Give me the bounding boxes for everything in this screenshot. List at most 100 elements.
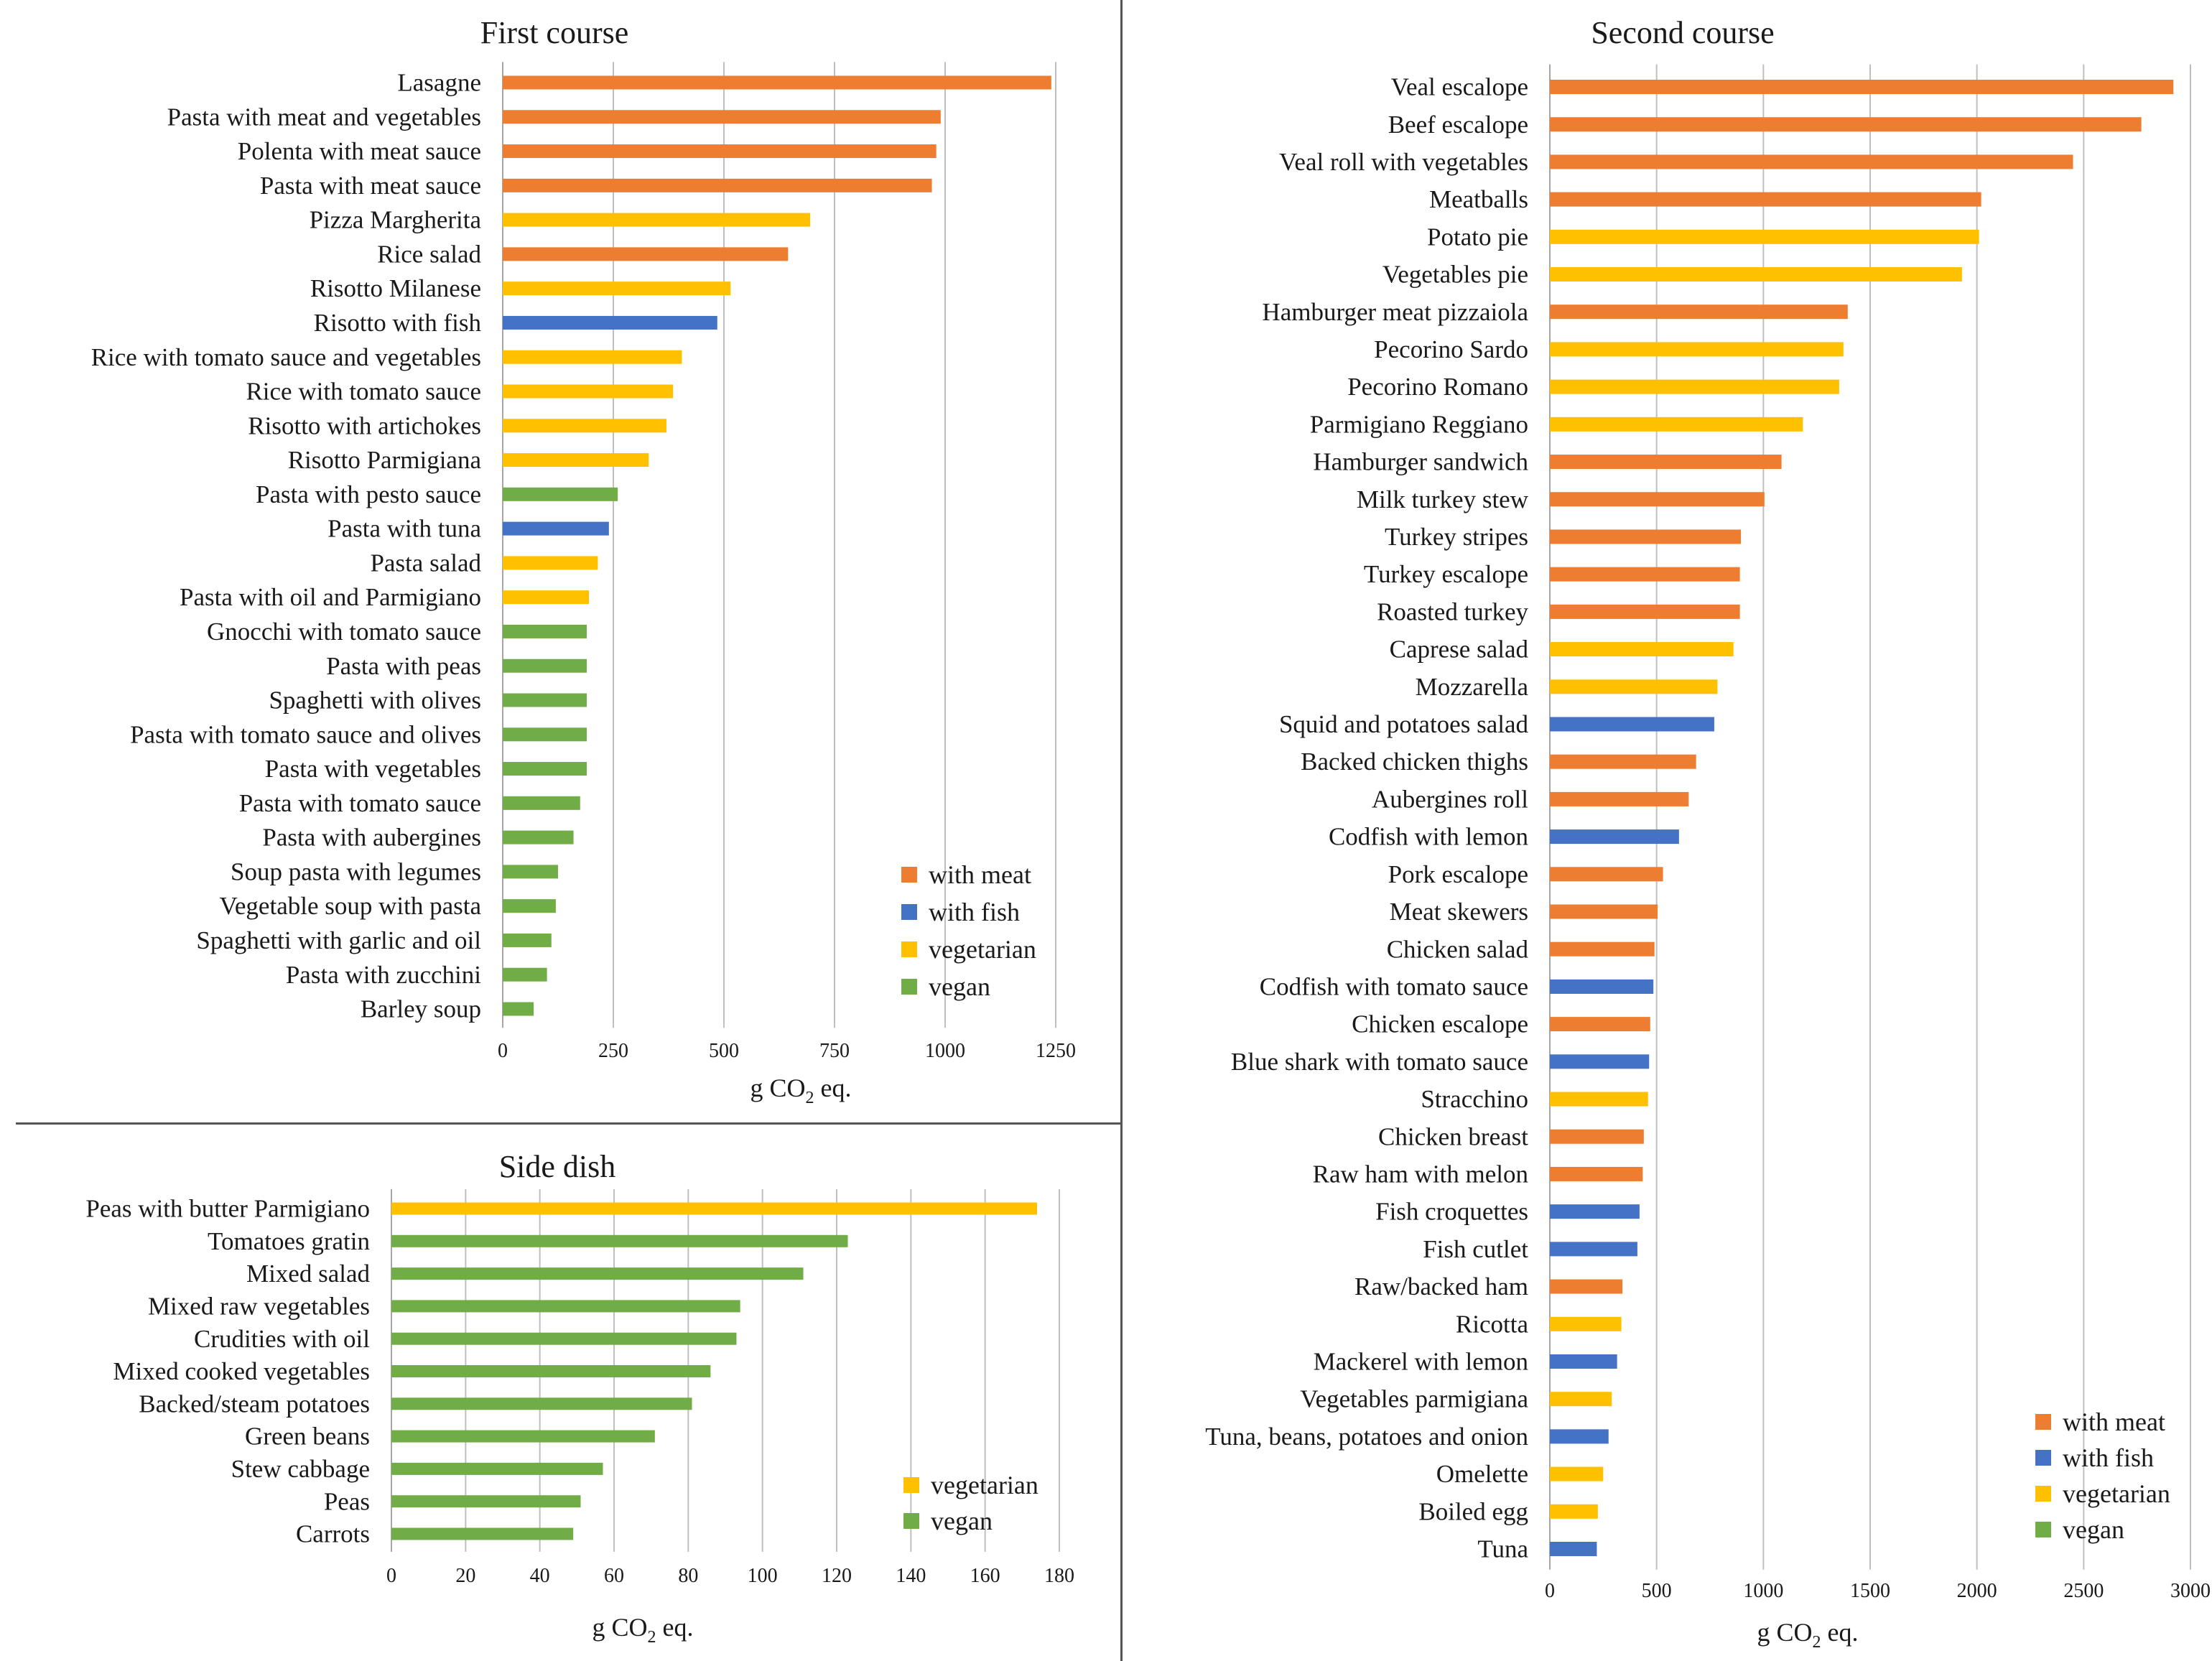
first-x-tick-label: 750 xyxy=(819,1040,850,1062)
first-bar xyxy=(503,384,674,399)
second-legend-label: vegetarian xyxy=(2063,1479,2170,1508)
second-x-axis-label: g CO2 eq. xyxy=(1757,1618,1859,1652)
vertical-divider xyxy=(1120,0,1123,1661)
second-category-label: Vegetables parmigiana xyxy=(1300,1385,1528,1413)
second-bar xyxy=(1550,529,1742,544)
second-category-label: Pork escalope xyxy=(1388,860,1528,888)
second-category-label: Raw ham with melon xyxy=(1313,1160,1528,1188)
side-bar xyxy=(391,1430,655,1443)
second-bar xyxy=(1550,229,1979,244)
second-category-label: Milk turkey stew xyxy=(1357,485,1529,513)
first-legend-label: with meat xyxy=(929,860,1031,889)
first-category-label: Vegetable soup with pasta xyxy=(220,892,482,920)
second-bar xyxy=(1550,1316,1622,1331)
second-category-label: Chicken salad xyxy=(1387,935,1529,963)
second-bar xyxy=(1550,604,1740,619)
side-bar xyxy=(391,1365,711,1377)
side-bar xyxy=(391,1234,848,1247)
second-bar xyxy=(1550,267,1962,282)
first-category-label: Pasta with pesto sauce xyxy=(256,480,481,508)
side-x-tick-label: 140 xyxy=(896,1565,926,1587)
side-bar xyxy=(391,1267,804,1280)
first-category-label: Lasagne xyxy=(397,69,481,97)
first-x-tick-label: 1250 xyxy=(1036,1040,1076,1062)
second-bar xyxy=(1550,1242,1637,1257)
first-x-tick-label: 250 xyxy=(598,1040,628,1062)
side-bar xyxy=(391,1202,1037,1215)
first-category-label: Rice salad xyxy=(377,240,481,268)
first-legend-swatch xyxy=(901,867,917,883)
first-category-label: Pasta with peas xyxy=(326,652,481,680)
first-category-label: Pasta with oil and Parmigiano xyxy=(180,583,481,611)
first-bar xyxy=(503,350,682,364)
first-x-tick-label: 1000 xyxy=(925,1040,965,1062)
side-dish-chart: Side dish 0 20 40 60 80 100 120 140 160 180 Peas wi… xyxy=(85,1149,1074,1647)
first-bar xyxy=(503,865,558,879)
first-category-label: Pasta with vegetables xyxy=(265,755,481,783)
first-category-label: Polenta with meat sauce xyxy=(238,137,481,165)
second-bar xyxy=(1550,567,1740,582)
first-bar xyxy=(503,144,937,159)
second-bar xyxy=(1550,154,2073,169)
first-bar xyxy=(503,967,547,982)
second-x-tick-label: 0 xyxy=(1545,1580,1555,1602)
second-bar xyxy=(1550,1129,1644,1144)
second-course-chart: Second course 0 500 1000 1500 2000 2500 3000 Vea… xyxy=(1205,15,2211,1652)
second-category-label: Hamburger meat pizzaiola xyxy=(1262,298,1528,326)
side-category-label: Carrots xyxy=(296,1520,370,1548)
second-category-label: Hamburger sandwich xyxy=(1313,448,1528,476)
second-bar xyxy=(1550,1017,1650,1032)
side-category-label: Green beans xyxy=(245,1423,370,1451)
second-category-label: Codfish with lemon xyxy=(1329,823,1528,851)
first-category-label: Risotto with fish xyxy=(314,309,482,337)
first-course-chart: First course 0 250 500 750 1000 1250 Lasagne Pas… xyxy=(91,15,1076,1107)
first-bar xyxy=(503,247,789,261)
second-bar xyxy=(1550,455,1782,470)
first-legend-label: vegetarian xyxy=(929,935,1036,964)
second-bar xyxy=(1550,1354,1617,1369)
second-category-label: Backed chicken thighs xyxy=(1301,748,1528,776)
side-x-axis-label: g CO2 eq. xyxy=(592,1613,694,1647)
side-category-label: Mixed raw vegetables xyxy=(148,1292,370,1320)
second-x-tick-label: 1000 xyxy=(1743,1580,1783,1602)
second-bar xyxy=(1550,1466,1604,1481)
second-category-label: Tuna, beans, potatoes and onion xyxy=(1205,1423,1528,1451)
first-x-tick-label: 500 xyxy=(709,1040,739,1062)
side-category-label: Peas with butter Parmigiano xyxy=(85,1195,370,1223)
second-legend-label: vegan xyxy=(2063,1515,2124,1544)
first-category-label: Pasta with tomato sauce and olives xyxy=(130,720,481,748)
second-category-label: Chicken breast xyxy=(1378,1122,1528,1150)
first-category-label: Pizza Margherita xyxy=(310,206,482,234)
first-category-label: Soup pasta with legumes xyxy=(231,857,481,885)
first-x-tick-label: 0 xyxy=(498,1040,508,1062)
side-x-tick-label: 120 xyxy=(822,1565,852,1587)
second-bar xyxy=(1550,417,1803,432)
first-category-label: Pasta with aubergines xyxy=(262,824,481,852)
side-bar xyxy=(391,1527,574,1540)
side-x-tick-label: 160 xyxy=(970,1565,1000,1587)
first-bar xyxy=(503,178,932,192)
first-legend-label: with fish xyxy=(929,898,1020,926)
second-category-label: Turkey escalope xyxy=(1364,560,1528,588)
second-bar xyxy=(1550,1054,1650,1069)
first-legend-label: vegan xyxy=(929,972,990,1001)
first-bar xyxy=(503,556,598,570)
second-category-label: Ricotta xyxy=(1456,1310,1529,1338)
second-bar xyxy=(1550,492,1765,507)
first-legend-swatch xyxy=(901,979,917,995)
second-category-label: Turkey stripes xyxy=(1385,523,1528,551)
second-category-label: Chicken escalope xyxy=(1352,1010,1528,1038)
side-x-tick-label: 80 xyxy=(678,1565,698,1587)
first-bar xyxy=(503,933,552,947)
second-x-tick-label: 2000 xyxy=(1957,1580,1997,1602)
first-bar xyxy=(503,453,649,467)
side-x-tick-label: 100 xyxy=(748,1565,778,1587)
first-category-label: Rice with tomato sauce and vegetables xyxy=(91,343,481,371)
side-chart-title: Side dish xyxy=(499,1149,616,1184)
second-legend-swatch xyxy=(2035,1486,2051,1502)
first-bar xyxy=(503,693,587,707)
first-category-label: Pasta salad xyxy=(370,549,481,577)
second-category-label: Pecorino Romano xyxy=(1347,373,1528,401)
second-bar xyxy=(1550,1429,1609,1444)
first-bar xyxy=(503,1002,534,1016)
